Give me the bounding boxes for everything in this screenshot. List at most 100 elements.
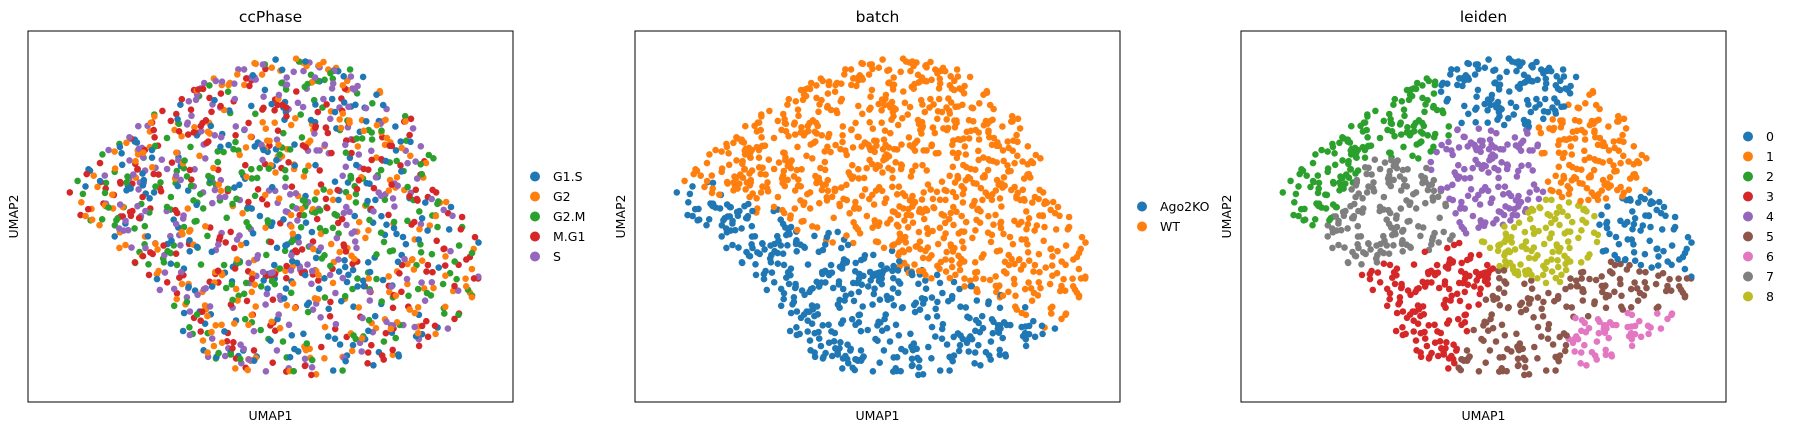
scatter-point [1454, 126, 1461, 133]
scatter-point [1542, 80, 1550, 87]
scatter-point [835, 281, 843, 288]
scatter-point [252, 110, 259, 118]
scatter-point [320, 186, 328, 193]
scatter-point [1526, 189, 1533, 196]
scatter-point [1411, 127, 1418, 135]
scatter-point [1012, 292, 1019, 300]
scatter-point [1054, 247, 1061, 255]
scatter-point [102, 179, 110, 187]
scatter-point [1041, 200, 1048, 208]
scatter-point [1525, 371, 1533, 378]
scatter-point [321, 294, 329, 301]
scatter-point [984, 229, 992, 236]
scatter-point [902, 239, 910, 246]
scatter-point [449, 212, 456, 220]
scatter-point [855, 275, 863, 283]
scatter-point [815, 335, 823, 342]
scatter-point [1005, 144, 1012, 152]
scatter-point [1018, 323, 1025, 331]
scatter-point [1683, 275, 1691, 282]
scatter-point [1653, 206, 1660, 214]
scatter-point [1345, 157, 1352, 165]
scatter-point [860, 255, 868, 262]
scatter-point [302, 144, 310, 151]
scatter-point [1429, 194, 1436, 201]
scatter-point [323, 204, 331, 212]
scatter-point [335, 196, 342, 204]
scatter-point [838, 320, 845, 327]
scatter-point [1609, 270, 1616, 277]
scatter-point [998, 203, 1005, 210]
scatter-point [411, 323, 419, 331]
scatter-point [186, 324, 193, 331]
scatter-point [1493, 129, 1500, 137]
scatter-point [1380, 193, 1388, 201]
scatter-point [1343, 171, 1350, 178]
scatter-point [1471, 141, 1478, 149]
scatter-point [280, 129, 287, 137]
scatter-point [366, 268, 374, 276]
scatter-point [275, 311, 283, 318]
scatter-point [414, 285, 422, 293]
scatter-point [269, 296, 277, 304]
scatter-point [1405, 96, 1413, 104]
scatter-point [1628, 342, 1636, 350]
scatter-point [468, 249, 476, 257]
scatter-point [1011, 159, 1018, 167]
scatter-point [806, 337, 814, 344]
scatter-point [1605, 123, 1612, 130]
scatter-point [1047, 245, 1054, 253]
scatter-point [276, 151, 283, 158]
scatter-point [907, 330, 914, 338]
scatter-point [1318, 146, 1325, 154]
scatter-point [267, 337, 274, 345]
scatter-point [236, 181, 243, 189]
scatter-point [188, 112, 195, 120]
scatter-point [809, 285, 816, 292]
scatter-point [849, 75, 857, 82]
scatter-point [214, 158, 222, 166]
scatter-point [1527, 108, 1535, 116]
scatter-point [1564, 238, 1572, 245]
scatter-point [210, 164, 217, 172]
scatter-point [389, 351, 397, 359]
scatter-point [101, 172, 109, 179]
scatter-point [1603, 224, 1611, 232]
scatter-point [918, 130, 925, 137]
scatter-point [331, 335, 339, 343]
scatter-point [111, 148, 118, 155]
scatter-point [1463, 357, 1471, 365]
scatter-point [242, 279, 250, 287]
scatter-point [306, 137, 314, 145]
scatter-point [1374, 269, 1382, 276]
scatter-point [931, 129, 939, 137]
scatter-point [232, 123, 240, 130]
scatter-point [1052, 226, 1060, 233]
scatter-point [259, 156, 266, 164]
scatter-point [790, 298, 798, 306]
scatter-points [1279, 55, 1695, 379]
scatter-point [962, 218, 970, 226]
scatter-point [1566, 135, 1573, 142]
scatter-point [969, 234, 976, 242]
scatter-point [703, 221, 710, 229]
scatter-point [1399, 308, 1407, 315]
scatter-point [385, 211, 392, 219]
scatter-point [377, 166, 385, 174]
scatter-point [1352, 182, 1360, 189]
scatter-point [813, 303, 821, 310]
scatter-point [308, 371, 315, 379]
scatter-point [839, 123, 847, 130]
scatter-point [1625, 186, 1633, 194]
legend-marker [1137, 201, 1147, 212]
scatter-point [1446, 256, 1454, 263]
scatter-point [950, 278, 958, 286]
scatter-point [995, 181, 1002, 188]
scatter-point [475, 239, 482, 246]
scatter-point [225, 141, 232, 149]
scatter-point [895, 183, 903, 190]
scatter-point [779, 220, 787, 228]
scatter-point [1555, 188, 1563, 196]
scatter-point [1423, 342, 1431, 350]
scatter-point [1578, 227, 1585, 234]
